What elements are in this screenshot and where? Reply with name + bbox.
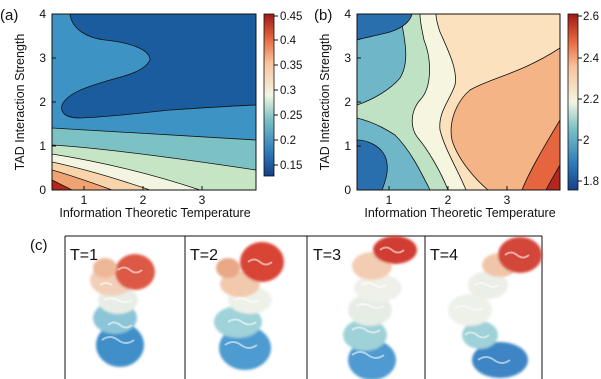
panel-a-x-ticks: 1 2 3 — [81, 186, 206, 207]
panel-b-ytick-label: 4 — [344, 7, 351, 21]
panel-b-level-extreme-corner — [545, 164, 560, 190]
panel-a-ytick-label: 4 — [39, 7, 46, 21]
panel-c-label: (c) — [30, 237, 48, 254]
panel-a-ytick-label: 0 — [39, 183, 46, 197]
panel-a-x-axis-label: Information Theoretic Temperature — [59, 206, 250, 220]
panel-a-xtick-label: 1 — [81, 193, 88, 207]
panel-a-y-axis-label: TAD Interaction Strength — [13, 34, 27, 171]
panel-b-contour-plot — [357, 14, 560, 190]
structure-label-t2: T=2 — [190, 247, 218, 264]
chromatin-structure-t1: T=1 — [70, 247, 155, 367]
panel-a-colorbar-tick: 0.3 — [280, 85, 296, 97]
panel-b-level-bottom-left-corner — [357, 139, 388, 190]
panel-a-contour-plot — [52, 14, 256, 190]
panel-a-colorbar: 0.45 0.4 0.35 0.3 0.25 0.2 0.15 — [263, 11, 302, 177]
panel-a-level-top-plateau — [61, 14, 256, 119]
structure-label-t1: T=1 — [70, 247, 98, 264]
panel-b-ytick-label: 0 — [344, 183, 351, 197]
panel-a-y-ticks: 4 3 2 1 0 — [39, 7, 56, 197]
panel-b-colorbar-tick: 2.4 — [583, 53, 600, 65]
panel-a-label: (a) — [0, 7, 18, 24]
panel-c-frame — [64, 235, 543, 379]
panel-b-xtick-label: 1 — [386, 193, 393, 207]
panel-b-y-ticks: 4 3 2 1 0 — [344, 7, 361, 197]
panel-a-colorbar-tick: 0.45 — [280, 11, 302, 23]
panel-b-label: (b) — [314, 7, 332, 24]
panel-a-level-bottom-corner — [52, 169, 113, 190]
panel-b-level-top-left-corner — [357, 14, 413, 41]
panel-a-colorbar-tick: 0.25 — [280, 110, 302, 122]
panel-a-ytick-label: 2 — [39, 95, 46, 109]
panel-b-colorbar-tick: 2.2 — [583, 94, 599, 106]
panel-b-xtick-label: 3 — [504, 193, 511, 207]
panel-b-x-axis-label: Information Theoretic Temperature — [364, 206, 555, 220]
panel-a-colorbar-tick: 0.2 — [280, 135, 296, 147]
panel-a-colorbar-tick: 0.35 — [280, 60, 302, 72]
panel-a-level-extreme-corner — [52, 179, 73, 190]
panel-b-ytick-label: 1 — [344, 139, 351, 153]
panel-b: (b) 4 3 2 1 0 1 2 3 — [314, 7, 600, 220]
panel-b-colorbar-tick: 2 — [583, 135, 589, 147]
panel-c: (c) T=1 — [30, 235, 543, 379]
panel-a: (a) 4 3 2 1 0 1 2 3 — [0, 7, 302, 220]
panel-a-ytick-label: 3 — [39, 51, 46, 65]
chromatin-structure-t3: T=3 — [313, 236, 417, 379]
structure-label-t3: T=3 — [313, 247, 341, 264]
panel-b-ytick-label: 2 — [344, 95, 351, 109]
panel-a-colorbar-tick: 0.4 — [280, 35, 297, 47]
structure-label-t4: T=4 — [430, 247, 458, 264]
panel-b-colorbar-tick: 2.6 — [583, 11, 599, 23]
panel-b-x-ticks: 1 2 3 — [386, 186, 511, 207]
panel-b-colorbar: 2.6 2.4 2.2 2 1.8 — [567, 11, 600, 191]
chromatin-structure-t2: T=2 — [190, 242, 284, 370]
chromatin-structure-t4: T=4 — [430, 237, 542, 378]
panel-b-y-axis-label: TAD Interaction Strength — [318, 34, 332, 171]
panel-a-ytick-label: 1 — [39, 139, 46, 153]
panel-a-colorbar-tick: 0.15 — [280, 160, 302, 172]
panel-b-colorbar-tick: 1.8 — [583, 176, 599, 188]
panel-b-xtick-label: 2 — [445, 193, 452, 207]
panel-b-ytick-label: 3 — [344, 51, 351, 65]
panel-b-level-right-lobe — [450, 47, 560, 190]
panel-a-xtick-label: 2 — [140, 193, 147, 207]
panel-a-xtick-label: 3 — [199, 193, 206, 207]
